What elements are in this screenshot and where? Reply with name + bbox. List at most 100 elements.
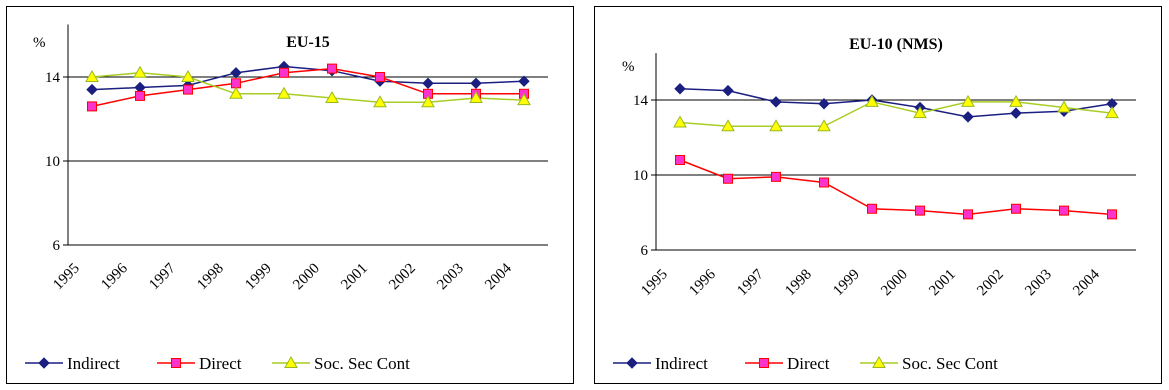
data-point-direct: [1011, 203, 1021, 214]
series-line-direct: [679, 159, 1113, 216]
series-line-indirect: [679, 88, 1113, 118]
x-tick-label: 2002: [386, 261, 419, 294]
x-tick-label: 1997: [734, 266, 767, 299]
data-point-direct: [375, 72, 385, 82]
legend-indirect-label: Indirect: [655, 354, 708, 373]
data-point-soc-sec-cont: [817, 119, 831, 132]
x-tick-label: 2002: [974, 267, 1007, 300]
series-line-indirect: [91, 65, 525, 91]
data-point-soc-sec-cont: [1105, 106, 1119, 119]
x-tick-label: 2003: [434, 261, 467, 294]
data-point-direct: [1107, 209, 1117, 220]
data-point-indirect: [722, 84, 734, 97]
legend-soc-sec-cont-label: Soc. Sec Cont: [314, 354, 410, 373]
chart-eu10: EU-10 (NMS)% 6 10 14 1995 1996 1997 1998 1999 200…: [613, 36, 1136, 373]
chart-title: EU-10 (NMS): [849, 36, 943, 53]
data-point-soc-sec-cont: [133, 65, 147, 78]
data-point-soc-sec-cont: [85, 69, 99, 82]
y-tick-label: 14: [633, 93, 649, 109]
data-point-direct: [675, 155, 685, 165]
y-tick-label: 6: [641, 243, 649, 259]
series-line-direct: [91, 67, 524, 108]
data-point-direct: [87, 101, 97, 112]
data-point-direct: [771, 171, 781, 182]
data-point-direct: [915, 205, 925, 216]
x-tick-label: 1999: [830, 267, 863, 300]
data-point-soc-sec-cont: [721, 119, 735, 132]
data-point-indirect: [1010, 107, 1022, 119]
x-tick-label: 1999: [242, 261, 275, 294]
data-point-soc-sec-cont: [181, 69, 195, 82]
y-unit-label: %: [33, 35, 46, 51]
data-point-soc-sec-cont: [421, 95, 435, 108]
data-point-indirect: [230, 67, 242, 79]
data-point-soc-sec-cont: [1009, 94, 1023, 107]
y-tick-label: 6: [53, 238, 61, 254]
data-point-soc-sec-cont: [769, 119, 783, 132]
legend-indirect-label: Indirect: [67, 354, 120, 373]
data-point-soc-sec-cont: [373, 95, 387, 108]
legend-soc-sec-cont-marker: [284, 355, 298, 368]
series-line-soc-sec-cont: [679, 101, 1113, 127]
x-tick-label: 1995: [638, 267, 671, 300]
chart-title: EU-15: [286, 34, 330, 51]
legend-indirect-marker: [626, 357, 638, 369]
x-tick-label: 2001: [926, 267, 959, 300]
data-point-direct: [723, 173, 733, 184]
data-point-direct: [231, 78, 241, 89]
data-point-direct: [183, 84, 193, 95]
data-point-soc-sec-cont: [469, 90, 483, 103]
x-tick-label: 1996: [98, 260, 131, 293]
x-tick-label: 1998: [194, 261, 227, 294]
y-tick-label: 14: [45, 70, 61, 86]
x-tick-label: 1996: [686, 266, 719, 299]
data-point-soc-sec-cont: [517, 93, 531, 106]
data-point-indirect: [818, 98, 830, 110]
data-point-soc-sec-cont: [961, 94, 975, 107]
legend-direct-label: Direct: [787, 354, 830, 373]
data-point-indirect: [86, 83, 98, 96]
data-point-soc-sec-cont: [229, 86, 243, 99]
data-point-direct: [327, 63, 337, 74]
data-point-direct: [819, 177, 829, 188]
x-tick-label: 2003: [1022, 267, 1055, 300]
data-point-direct: [1059, 205, 1069, 216]
x-tick-label: 2004: [1070, 266, 1103, 299]
x-tick-label: 2000: [290, 261, 323, 294]
chart-panel-eu10: EU-10 (NMS)% 6 10 14 1995 1996 1997 1998 1999 200…: [594, 6, 1162, 384]
data-point-direct: [867, 203, 877, 214]
data-point-soc-sec-cont: [913, 106, 927, 119]
legend-indirect-marker: [38, 357, 50, 369]
data-point-direct: [135, 90, 145, 101]
y-tick-label: 10: [633, 168, 648, 184]
data-point-soc-sec-cont: [277, 86, 291, 99]
data-point-indirect: [770, 96, 782, 108]
data-point-direct: [963, 209, 973, 220]
y-unit-label: %: [622, 59, 635, 75]
x-tick-label: 1995: [50, 261, 83, 294]
legend-soc-sec-cont-marker: [872, 355, 886, 368]
data-point-indirect: [962, 111, 974, 123]
data-point-indirect: [422, 77, 434, 90]
data-point-indirect: [518, 75, 530, 87]
chart-eu15: EU-15% 6 10 14 1995 1996 1997 1998 1999 2000 2001 2…: [25, 24, 548, 373]
legend-direct-label: Direct: [199, 354, 242, 373]
data-point-direct: [279, 67, 289, 78]
data-point-indirect: [674, 83, 686, 95]
x-tick-label: 1998: [782, 267, 815, 300]
data-point-soc-sec-cont: [865, 94, 879, 107]
series-line-soc-sec-cont: [91, 72, 525, 103]
data-point-soc-sec-cont: [1057, 100, 1071, 113]
data-point-soc-sec-cont: [673, 115, 687, 128]
x-tick-label: 2000: [878, 267, 911, 300]
x-tick-label: 2004: [482, 260, 515, 293]
legend-soc-sec-cont-label: Soc. Sec Cont: [902, 354, 998, 373]
x-tick-label: 1997: [146, 260, 179, 293]
legend-direct-marker: [171, 358, 181, 368]
legend-direct-marker: [759, 358, 769, 368]
x-tick-label: 2001: [338, 261, 371, 294]
y-tick-label: 10: [45, 154, 60, 170]
chart-panel-eu15: EU-15% 6 10 14 1995 1996 1997 1998 1999 2000 2001 2…: [6, 6, 574, 384]
data-point-indirect: [470, 77, 482, 90]
data-point-soc-sec-cont: [325, 90, 339, 103]
